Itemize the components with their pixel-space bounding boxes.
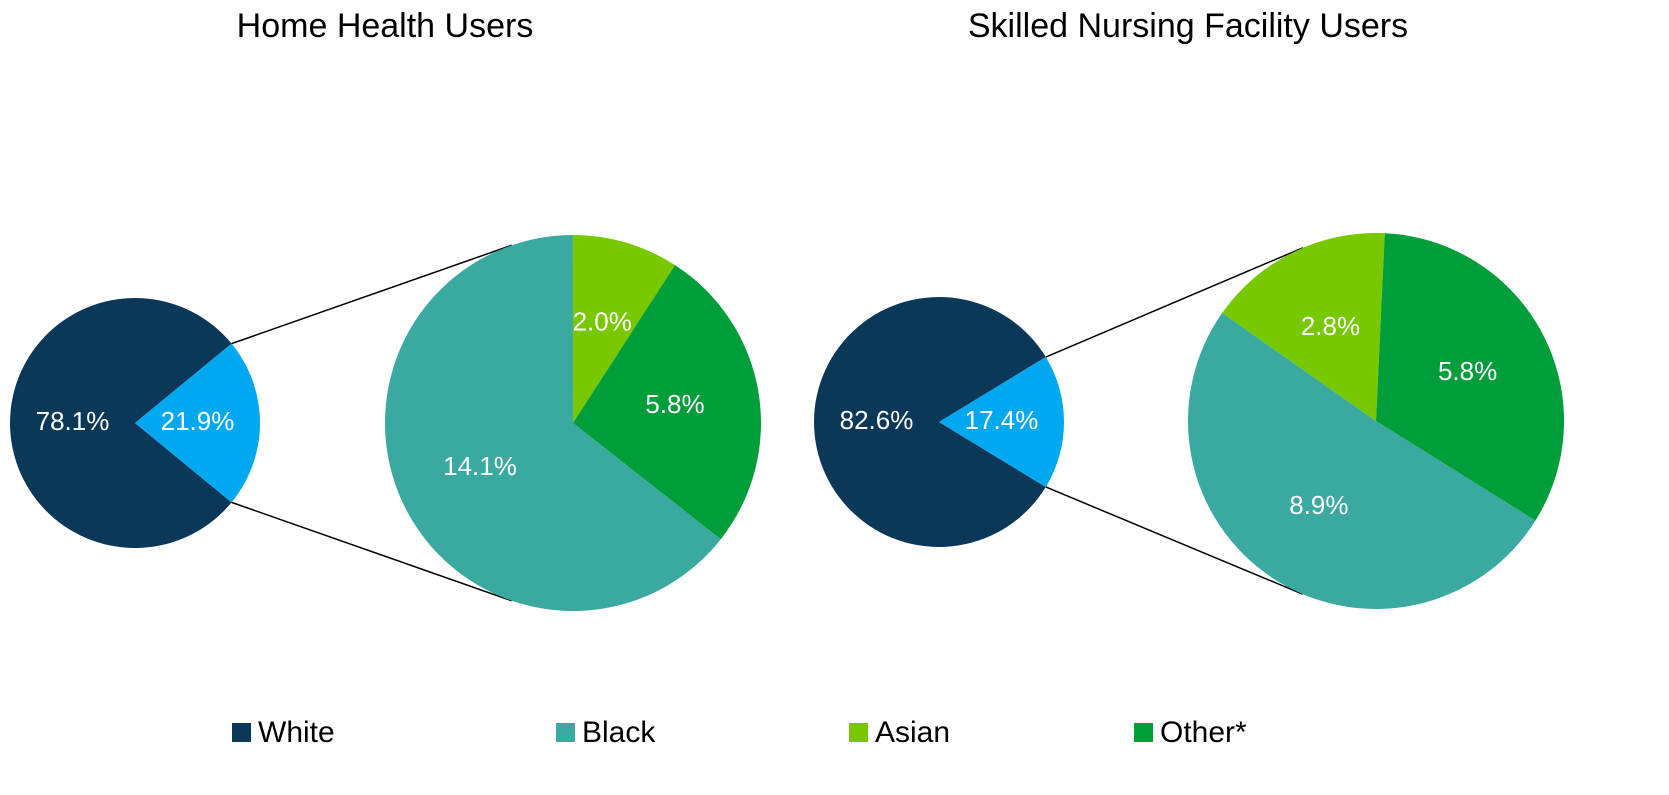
data-label: 8.9% xyxy=(1289,490,1348,520)
data-label: 14.1% xyxy=(443,451,517,481)
legend-swatch xyxy=(1134,723,1153,742)
pie-slice xyxy=(10,298,232,549)
data-label: 82.6% xyxy=(840,405,914,435)
data-label: 21.9% xyxy=(161,406,235,436)
pie-slice xyxy=(1187,312,1536,610)
pie-slice xyxy=(1222,232,1385,421)
legend-swatch xyxy=(849,723,868,742)
pie-slice xyxy=(135,343,261,503)
pie-slice xyxy=(385,235,721,611)
connector-line xyxy=(231,244,513,345)
legend-swatch xyxy=(232,723,251,742)
chart-title: Home Health Users xyxy=(237,7,534,45)
pie-slice xyxy=(573,265,761,540)
connector-line xyxy=(231,501,513,602)
chart-title: Skilled Nursing Facility Users xyxy=(968,7,1408,45)
connector-line xyxy=(1045,247,1304,358)
legend-label: Other* xyxy=(1160,716,1247,749)
data-label: 5.8% xyxy=(645,389,704,419)
legend-label: Asian xyxy=(875,716,950,749)
pie-slice xyxy=(939,357,1064,487)
data-label: 2.0% xyxy=(573,307,632,337)
data-label: 5.8% xyxy=(1438,356,1497,386)
connector-line xyxy=(1045,486,1304,595)
data-label: 17.4% xyxy=(965,405,1039,435)
data-label: 78.1% xyxy=(36,406,110,436)
legend-label: White xyxy=(258,716,335,749)
legend-swatch xyxy=(556,723,575,742)
data-label: 2.8% xyxy=(1301,311,1360,341)
pie-slice xyxy=(1376,233,1564,521)
pie-slice xyxy=(572,235,675,423)
pie-slice xyxy=(814,297,1046,547)
legend-label: Black xyxy=(582,716,656,749)
